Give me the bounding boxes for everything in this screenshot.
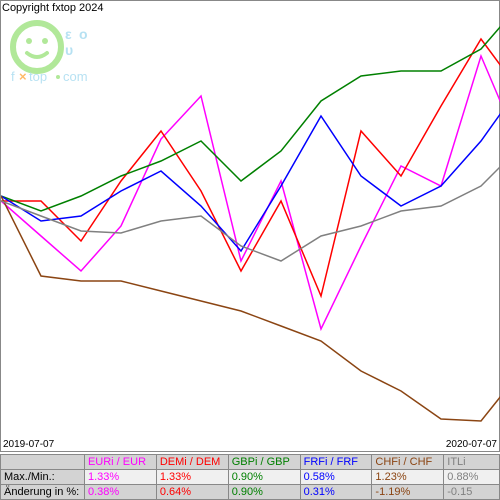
- x-axis-end: 2020-07-07: [446, 439, 497, 450]
- chart-lines: [1, 1, 500, 453]
- table-cell: GBPi / GBP: [228, 455, 300, 470]
- table-cell: 1.33%: [156, 470, 228, 485]
- table-cell: DEMi / DEM: [156, 455, 228, 470]
- stats-table: EURi / EURDEMi / DEMGBPi / GBPFRFi / FRF…: [0, 454, 500, 500]
- table-cell: ITLi: [444, 455, 500, 470]
- table-cell: CHFi / CHF: [372, 455, 444, 470]
- table-cell: 0.64%: [156, 485, 228, 500]
- table-cell: EURi / EUR: [84, 455, 156, 470]
- table-cell: 1.33%: [84, 470, 156, 485]
- table-row-header: EURi / EURDEMi / DEMGBPi / GBPFRFi / FRF…: [1, 455, 500, 470]
- row-label: Max./Min.:: [1, 470, 85, 485]
- row-label: [1, 455, 85, 470]
- table-cell: 1.23%: [372, 470, 444, 485]
- table-cell: FRFi / FRF: [300, 455, 372, 470]
- table-row-change: Änderung in %:0.38%0.64%0.90%0.31%-1.19%…: [1, 485, 500, 500]
- table-cell: -1.19%: [372, 485, 444, 500]
- table-cell: 0.88%: [444, 470, 500, 485]
- table-cell: 0.58%: [300, 470, 372, 485]
- table-row-maxmin: Max./Min.:1.33%1.33%0.90%0.58%1.23%0.88%: [1, 470, 500, 485]
- x-axis-start: 2019-07-07: [3, 439, 54, 450]
- chart-area: ε o υ f × top com 2019-07-07 2020-07-07: [0, 0, 500, 452]
- table-cell: 0.90%: [228, 470, 300, 485]
- table-cell: 0.38%: [84, 485, 156, 500]
- table-cell: -0.15: [444, 485, 500, 500]
- table-cell: 0.31%: [300, 485, 372, 500]
- row-label: Änderung in %:: [1, 485, 85, 500]
- table-cell: 0.90%: [228, 485, 300, 500]
